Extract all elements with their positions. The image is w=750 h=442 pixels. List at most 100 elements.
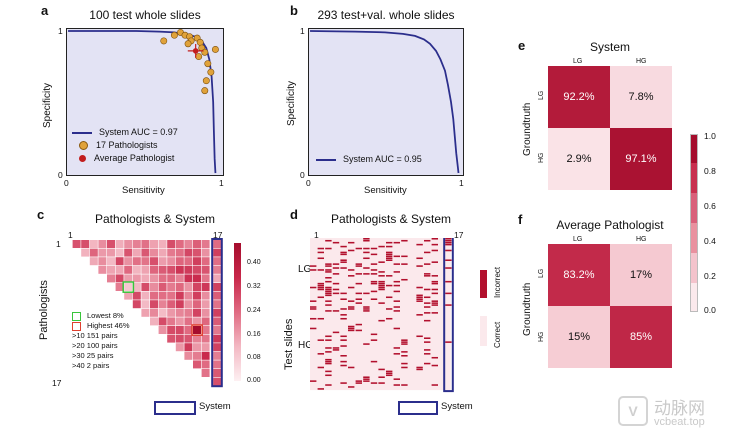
panel-b-xlabel: Sensitivity (364, 185, 407, 196)
incorrect-cell (325, 300, 332, 302)
incorrect-cell (363, 238, 370, 240)
incorrect-cell (445, 341, 452, 343)
incorrect-cell (393, 290, 400, 293)
incorrect-cell (386, 374, 393, 377)
pair-cell (150, 317, 158, 326)
panel-f-label: f (518, 212, 523, 227)
incorrect-cell (370, 247, 378, 250)
incorrect-cell (445, 292, 452, 295)
incorrect-cell (370, 280, 378, 283)
incorrect-cell (355, 302, 362, 304)
system-pair-cell (213, 334, 222, 343)
pair-cell (175, 291, 184, 300)
incorrect-cell (332, 267, 340, 269)
incorrect-cell (325, 277, 332, 279)
incorrect-cell (340, 360, 347, 363)
panel-e-row-hg: HG (538, 152, 545, 164)
cbar-ef-tick-10: 1.0 (704, 131, 716, 141)
pair-cell (175, 308, 184, 317)
incorrect-cell (401, 278, 408, 281)
system-pair-cell (213, 265, 222, 274)
incorrect-cell (424, 312, 431, 314)
incorrect-cell (378, 302, 385, 304)
pathologist-point (201, 48, 209, 56)
panel-c-colorbar (234, 243, 241, 381)
legend-average-swatch (79, 155, 86, 162)
incorrect-cell (363, 308, 370, 310)
cbar-ef-tick-08: 0.8 (704, 166, 716, 176)
incorrect-cell (332, 273, 340, 275)
incorrect-cell (355, 247, 362, 250)
pair-cell (193, 334, 201, 343)
pair-cell (141, 274, 150, 283)
pair-cell (193, 317, 201, 326)
incorrect-cell (325, 310, 332, 312)
incorrect-cell (325, 288, 332, 291)
incorrect-cell (445, 239, 452, 242)
panel-ef-colorbar (690, 134, 698, 312)
panel-d-group-hg: HG (298, 340, 313, 351)
incorrect-cell (317, 388, 324, 390)
pair-cell (184, 308, 193, 317)
panel-b-xtick-right: 1 (459, 178, 464, 188)
pair-cell (89, 248, 98, 257)
panel-a-title: 100 test whole slides (89, 8, 201, 22)
legend-lowest: Lowest 8% (72, 311, 130, 321)
pair-cell (184, 283, 193, 291)
incorrect-cell (386, 251, 393, 254)
pair-cell (158, 274, 167, 283)
pair-cell (124, 257, 133, 266)
panel-a-label: a (41, 3, 49, 18)
incorrect-cell (378, 368, 385, 371)
pair-cell (193, 274, 201, 283)
incorrect-cell (317, 366, 324, 369)
pair-cell (107, 265, 115, 274)
incorrect-cell (363, 343, 370, 345)
pair-cell (141, 300, 150, 309)
pair-cell (175, 334, 184, 343)
system-roc-curve (68, 30, 217, 174)
incorrect-cell (445, 280, 452, 283)
incorrect-cell (424, 296, 431, 299)
incorrect-cell (370, 333, 378, 336)
pathologist-point (207, 68, 215, 76)
panel-b-roc-plot (308, 28, 464, 176)
pair-cell (201, 300, 210, 309)
pathologist-point (201, 87, 209, 95)
incorrect-cell (348, 308, 355, 310)
panel-e-confusion-matrix: 92.2% 7.8% 2.9% 97.1% (548, 66, 672, 190)
incorrect-cell (317, 288, 324, 291)
incorrect-cell (393, 378, 400, 380)
panel-b-ylabel: Specificity (286, 80, 297, 126)
watermark-brand: 动脉网 (654, 399, 705, 418)
system-pair-cell (213, 369, 222, 377)
incorrect-cell (416, 243, 423, 246)
incorrect-cell (340, 261, 347, 263)
pair-cell (184, 351, 193, 360)
incorrect-cell (431, 300, 438, 302)
incorrect-cell (386, 317, 393, 320)
panel-b-ytick-top: 1 (300, 26, 305, 36)
incorrect-cell (370, 382, 378, 384)
incorrect-cell (370, 263, 378, 265)
incorrect-cell (401, 263, 408, 265)
incorrect-cell (416, 265, 423, 267)
pair-cell (184, 317, 193, 326)
pair-cell (193, 257, 201, 266)
cell-e-hg-hg: 97.1% (610, 128, 672, 190)
pair-cell (150, 300, 158, 309)
pair-cell (107, 248, 115, 257)
incorrect-cell (393, 384, 400, 386)
pair-cell (89, 257, 98, 266)
incorrect-cell (431, 261, 438, 263)
incorrect-cell (325, 347, 332, 349)
pair-cell (184, 240, 193, 248)
pair-cell (158, 248, 167, 257)
incorrect-cell (393, 280, 400, 283)
pair-cell (167, 291, 176, 300)
incorrect-cell (340, 253, 347, 256)
incorrect-cell (401, 239, 408, 242)
incorrect-cell (378, 261, 385, 263)
incorrect-cell (393, 310, 400, 312)
pair-cell (193, 300, 201, 309)
